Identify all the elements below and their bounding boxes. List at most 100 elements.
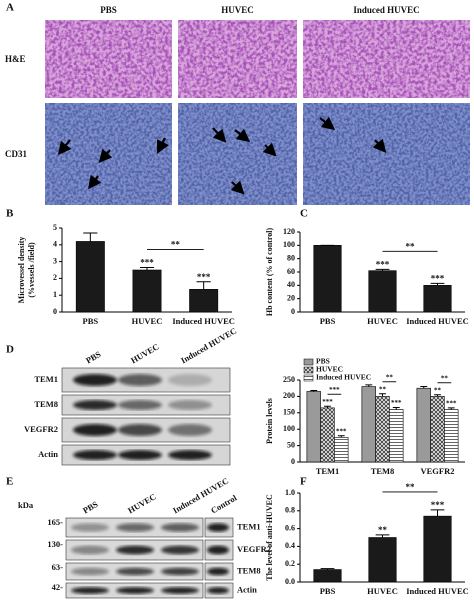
y-tick-label: 4 (53, 240, 57, 249)
column-header: PBS (100, 5, 117, 15)
arrow (319, 116, 336, 131)
y-tick-label: 2 (53, 273, 57, 282)
error-bar (139, 266, 155, 270)
blot-band (207, 587, 229, 594)
y-tick-label: 0.6 (285, 523, 295, 532)
legend-hatch (304, 367, 313, 373)
bar (423, 285, 452, 313)
significance: ** (406, 482, 416, 492)
arrow (262, 142, 277, 157)
y-axis-label: Protein levels (265, 398, 274, 444)
y-tick-label: 0 (291, 307, 295, 316)
legend-label: HUVEC (316, 365, 343, 374)
x-tick-label: HUVEC (367, 316, 398, 326)
kda-marker: 165- (47, 517, 63, 527)
micrograph-texture (178, 103, 297, 205)
y-axis-label: The level of anti-HUVEC (265, 494, 274, 581)
blot-band (168, 424, 212, 436)
blot-band (161, 567, 199, 576)
y-axis-label: Microvessel density (17, 237, 26, 304)
y-axis-label: (%vessels /field) (27, 242, 36, 298)
error-bar (420, 386, 428, 389)
column-header: HUVEC (221, 5, 254, 15)
row-label: VEGFR2 (237, 544, 271, 554)
bar (423, 515, 452, 583)
bar (132, 269, 162, 313)
significance: *** (391, 399, 402, 407)
significance: *** (322, 398, 333, 406)
y-tick-label: 60 (287, 267, 295, 276)
legend-swatch (303, 358, 314, 366)
x-tick-label: PBS (83, 316, 99, 326)
blot-band (116, 587, 154, 594)
row-label: TEM1 (34, 374, 58, 384)
micrograph-texture (178, 20, 297, 98)
panel-letter: E (6, 476, 13, 488)
significance: *** (431, 273, 445, 283)
blot-band (73, 400, 117, 410)
significance: ** (386, 373, 394, 381)
column-header: Induced HUVEC (353, 5, 419, 15)
y-tick-label: 5 (53, 223, 57, 232)
x-tick-label: PBS (320, 316, 336, 326)
bar-hatch (334, 437, 349, 462)
blot-band (71, 523, 109, 532)
significance: ** (406, 241, 416, 251)
blot-band (71, 587, 109, 594)
bar (313, 245, 342, 313)
significance: *** (336, 427, 347, 435)
arrow (230, 180, 245, 195)
kda-marker: 63- (52, 562, 64, 572)
y-tick-label: 0.8 (285, 506, 295, 515)
kda-marker: 42- (52, 582, 64, 592)
bar (313, 569, 342, 583)
error-bar (310, 389, 318, 392)
y-tick-label: 100 (283, 424, 295, 433)
significance: ** (378, 525, 388, 535)
bar (306, 391, 321, 463)
y-tick-label: 40 (287, 280, 295, 289)
significance: ** (379, 385, 387, 393)
y-tick-label: 250 (283, 375, 295, 384)
y-tick-label: 0 (291, 457, 295, 466)
blot-band (168, 400, 212, 410)
row-label: VEGFR2 (24, 424, 58, 434)
bar-hatch (389, 409, 404, 462)
row-label: TEM1 (237, 521, 261, 531)
error-bar (434, 394, 441, 397)
arrow (57, 139, 72, 156)
lane-label: PBS (81, 499, 100, 516)
x-tick-label: HUVEC (367, 586, 398, 596)
micrograph-texture (45, 20, 172, 98)
bar (416, 387, 431, 463)
lane-label: Induced HUVEC (179, 325, 238, 365)
blot-band (116, 545, 154, 555)
kda-marker: 130- (47, 539, 63, 549)
lane-label: HUVEC (129, 341, 161, 365)
x-tick-label: TEM1 (316, 466, 340, 476)
arrow (372, 138, 387, 153)
micrograph-texture (45, 103, 172, 205)
error-bar (337, 435, 345, 438)
error-bar (196, 281, 211, 290)
blot-band (161, 545, 199, 555)
y-axis-label: Hb content (% of control) (265, 228, 274, 317)
panel-letter: C (300, 208, 308, 220)
bar-hatch (430, 396, 445, 462)
bar (75, 241, 105, 313)
lane-label: PBS (84, 349, 103, 366)
error-bar (83, 232, 98, 242)
error-bar (430, 509, 445, 517)
blot-band (118, 424, 162, 436)
blot-band (168, 374, 212, 386)
error-bar (365, 384, 373, 387)
x-tick-label: VEGFR2 (421, 466, 455, 476)
y-tick-label: 1 (53, 290, 57, 299)
y-tick-label: 3 (53, 256, 57, 265)
significance: *** (446, 399, 457, 407)
y-tick-label: 100 (283, 240, 295, 249)
legend-hatch (304, 375, 313, 381)
y-tick-label: 20 (287, 293, 295, 302)
error-bar (379, 393, 386, 397)
